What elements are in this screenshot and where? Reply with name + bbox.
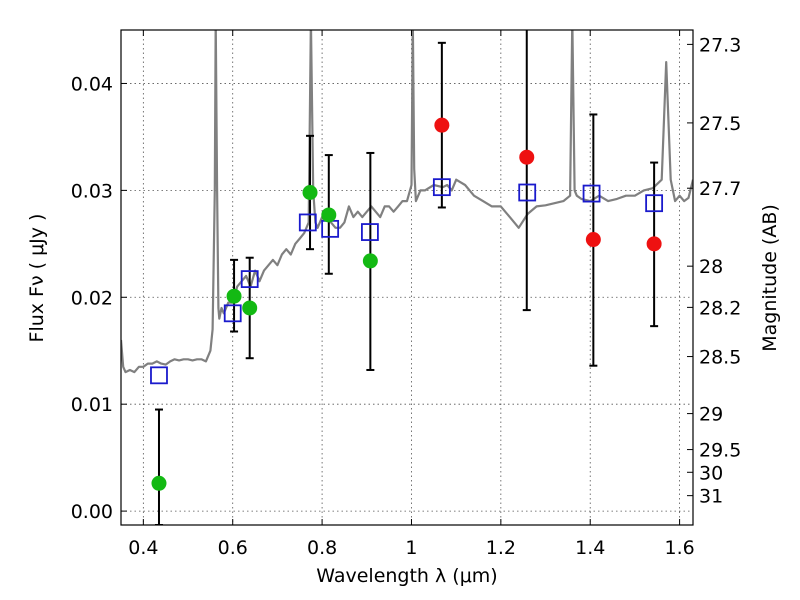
- green-data-point: [151, 475, 167, 491]
- green-data-point: [362, 253, 378, 269]
- plot-frame: [120, 29, 694, 526]
- marker-layer: [150, 117, 664, 491]
- x-tick-labels: 0.4 0.6 0.8 1 1.2 1.4 1.6: [128, 537, 694, 559]
- y-tick-label: 0.04: [71, 73, 113, 95]
- right-axis-tick-label: 28.5: [699, 347, 741, 369]
- x-tick-label: 0.6: [218, 537, 248, 559]
- right-axis-tick-label: 30: [699, 462, 723, 484]
- right-axis-tick-label: 27.7: [699, 178, 741, 200]
- x-tick-label: 0.4: [128, 537, 158, 559]
- green-data-point: [321, 207, 337, 223]
- right-axis-tick-label: 28: [699, 256, 723, 278]
- tick-layer: [121, 30, 693, 525]
- y-tick-label: 0.00: [71, 501, 113, 523]
- x-tick-label: 1: [405, 537, 417, 559]
- red-data-point: [585, 232, 601, 248]
- x-tick-label: 0.8: [307, 537, 337, 559]
- model-photometry-square: [518, 183, 537, 202]
- red-data-point: [646, 236, 662, 252]
- model-layer: [121, 30, 693, 374]
- model-photometry-square: [223, 304, 242, 323]
- right-axis-label: Magnitude (AB): [759, 204, 781, 352]
- model-photometry-square: [432, 178, 451, 197]
- right-axis-tick-label: 31: [699, 486, 723, 508]
- errorbar-layer: [154, 30, 659, 525]
- model-photometry-square: [361, 223, 379, 241]
- right-axis-tick-label: 28.2: [699, 297, 741, 319]
- right-axis-tick-label: 27.3: [699, 34, 741, 56]
- y-axis-label: Flux Fν ( μJy ): [26, 214, 48, 343]
- y-tick-label: 0.02: [71, 287, 113, 309]
- x-tick-label: 1.2: [486, 537, 516, 559]
- green-data-point: [242, 300, 258, 316]
- model-photometry-square: [240, 270, 259, 289]
- y-tick-label: 0.01: [71, 394, 113, 416]
- model-spectrum-line: [121, 30, 693, 374]
- right-axis-tick-label: 29.5: [699, 440, 741, 462]
- grid-layer: [121, 30, 693, 525]
- model-photometry-square: [150, 366, 168, 385]
- green-data-point: [302, 185, 318, 201]
- x-tick-label: 1.6: [664, 537, 694, 559]
- model-photometry-square: [645, 194, 664, 213]
- right-axis-tick-label: 29: [699, 404, 723, 426]
- red-data-point: [519, 149, 535, 165]
- y-tick-label: 0.03: [71, 180, 113, 202]
- red-data-point: [434, 117, 450, 133]
- green-data-point: [226, 288, 242, 304]
- x-axis-label: Wavelength λ (μm): [316, 565, 497, 587]
- model-photometry-square: [298, 213, 317, 232]
- model-photometry-square: [582, 184, 601, 203]
- right-axis-tick-label: 27.5: [699, 113, 741, 135]
- y-tick-labels: 0.00 0.01 0.02 0.03 0.04: [71, 73, 113, 523]
- x-tick-label: 1.4: [575, 537, 605, 559]
